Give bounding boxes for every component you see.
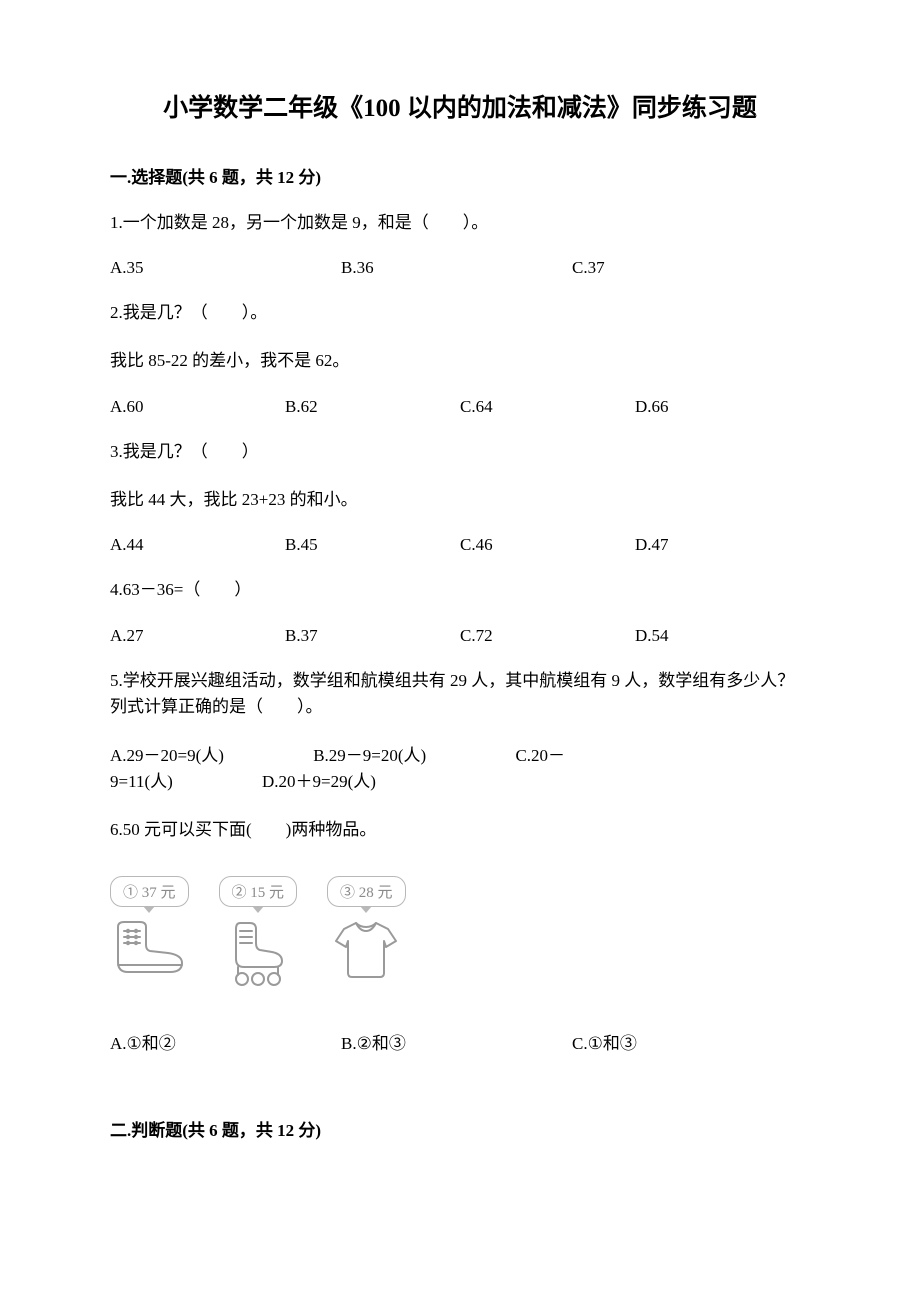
q4-opt-d: D.54 xyxy=(635,626,810,646)
q4-options: A.27 B.37 C.72 D.54 xyxy=(110,626,810,646)
worksheet-page: 小学数学二年级《100 以内的加法和减法》同步练习题 一.选择题(共 6 题，共… xyxy=(0,0,920,1223)
skate-icon xyxy=(226,917,290,989)
q5-opt-c-part1: C.20－ xyxy=(515,746,565,765)
page-title: 小学数学二年级《100 以内的加法和减法》同步练习题 xyxy=(110,90,810,129)
q5-opt-b: B.29－9=20(人) xyxy=(313,746,426,765)
q2-options: A.60 B.62 C.64 D.66 xyxy=(110,397,810,417)
product-1-price: ① 37 元 xyxy=(110,876,189,907)
q3-text: 3.我是几？（ ） xyxy=(110,439,810,465)
q6-text: 6.50 元可以买下面( )两种物品。 xyxy=(110,817,810,843)
q4-opt-b: B.37 xyxy=(285,626,460,646)
q1-opt-b: B.36 xyxy=(341,258,572,278)
boot-icon xyxy=(110,917,188,979)
q2-sub: 我比 85-22 的差小，我不是 62。 xyxy=(110,348,810,374)
q6-products: ① 37 元 ② 15 元 xyxy=(110,876,810,989)
q2-opt-d: D.66 xyxy=(635,397,810,417)
q2-opt-c: C.64 xyxy=(460,397,635,417)
section-2-header: 二.判断题(共 6 题，共 12 分) xyxy=(110,1116,810,1141)
q3-opt-d: D.47 xyxy=(635,535,810,555)
q6-opt-c: C.①和③ xyxy=(572,1029,803,1054)
q2-text: 2.我是几？（ ）。 xyxy=(110,300,810,326)
q5-options: A.29－20=9(人) B.29－9=20(人) C.20－ 9=11(人) … xyxy=(110,743,810,796)
product-3-price: ③ 28 元 xyxy=(327,876,406,907)
q2-opt-a: A.60 xyxy=(110,397,285,417)
q5-opt-a: A.29－20=9(人) xyxy=(110,746,224,765)
section-1-header: 一.选择题(共 6 题，共 12 分) xyxy=(110,163,810,188)
q4-opt-c: C.72 xyxy=(460,626,635,646)
q3-sub: 我比 44 大，我比 23+23 的和小。 xyxy=(110,487,810,513)
tshirt-icon xyxy=(330,917,402,983)
product-2: ② 15 元 xyxy=(219,876,298,989)
q6-opt-a: A.①和② xyxy=(110,1029,341,1054)
q4-opt-a: A.27 xyxy=(110,626,285,646)
q5-opt-d: D.20＋9=29(人) xyxy=(262,772,376,791)
q2-opt-b: B.62 xyxy=(285,397,460,417)
q1-opt-a: A.35 xyxy=(110,258,341,278)
q4-text: 4.63－36=（ ） xyxy=(110,577,810,603)
product-2-price: ② 15 元 xyxy=(219,876,298,907)
q3-opt-b: B.45 xyxy=(285,535,460,555)
q5-text: 5.学校开展兴趣组活动，数学组和航模组共有 29 人，其中航模组有 9 人，数学… xyxy=(110,668,810,721)
q6-options: A.①和② B.②和③ C.①和③ xyxy=(110,1029,810,1054)
q3-options: A.44 B.45 C.46 D.47 xyxy=(110,535,810,555)
q5-opt-c-part2: 9=11(人) xyxy=(110,772,173,791)
q1-text: 1.一个加数是 28，另一个加数是 9，和是（ ）。 xyxy=(110,210,810,236)
q1-opt-c: C.37 xyxy=(572,258,803,278)
q6-opt-b: B.②和③ xyxy=(341,1029,572,1054)
q3-opt-c: C.46 xyxy=(460,535,635,555)
product-3: ③ 28 元 xyxy=(327,876,406,983)
q3-opt-a: A.44 xyxy=(110,535,285,555)
q1-options: A.35 B.36 C.37 xyxy=(110,258,810,278)
product-1: ① 37 元 xyxy=(110,876,189,979)
